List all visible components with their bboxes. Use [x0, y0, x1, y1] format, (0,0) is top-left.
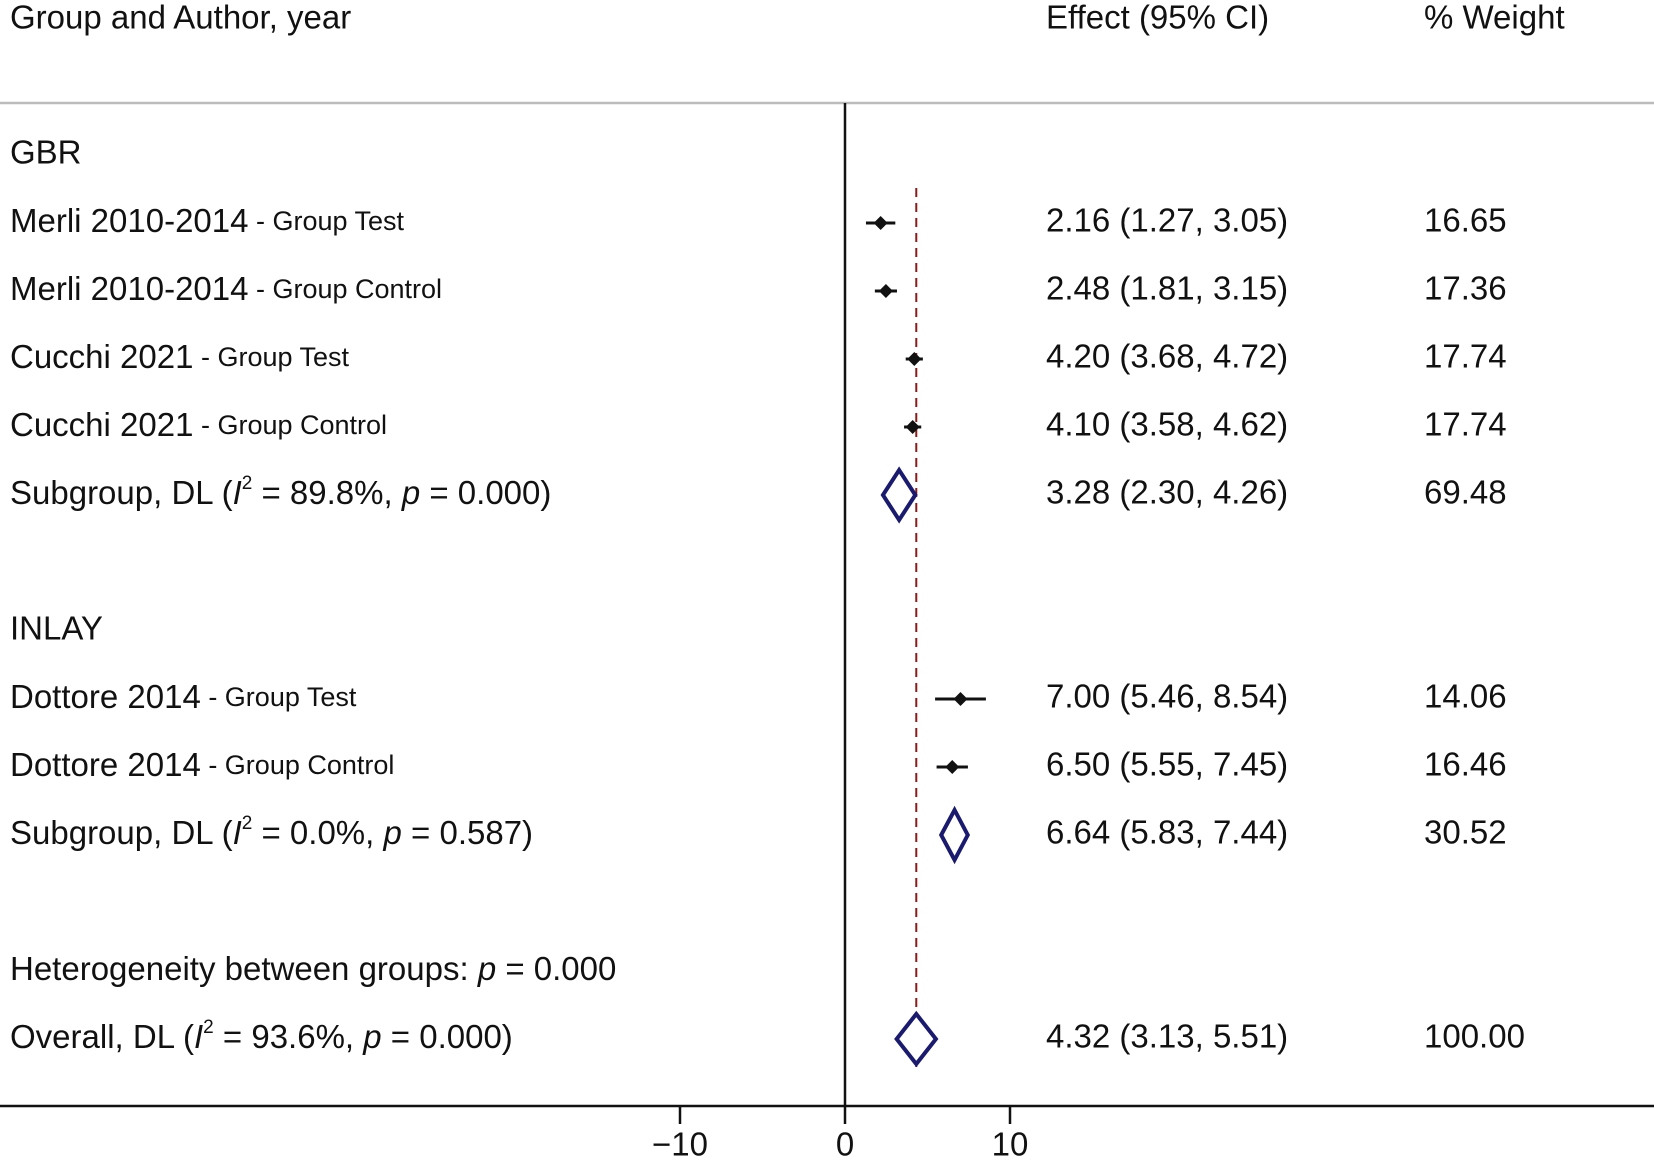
- row-10-subgroup-label-suffix: = 0.587): [402, 814, 533, 851]
- row-4-study-name: Cucchi 2021: [10, 406, 193, 443]
- row-3-study-name: Cucchi 2021: [10, 338, 193, 375]
- row-5-subgroup-diamond: [880, 466, 918, 524]
- row-13-overall-label-suffix: = 0.000): [382, 1018, 513, 1055]
- row-5-subgroup-label-suffix: = 0.000): [420, 474, 551, 511]
- row-2-weight: 17.36: [1424, 270, 1507, 307]
- row-13-overall-label-i-sup: 2: [203, 1017, 214, 1038]
- row-13-ci-text: 4.32 (3.13, 5.51): [1046, 1018, 1288, 1055]
- row-8-weight: 14.06: [1424, 678, 1507, 715]
- row-4-study-label: Cucchi 2021 - Group Control: [10, 406, 387, 443]
- row-9-ci-text: 6.50 (5.55, 7.45): [1046, 746, 1288, 783]
- row-2-study-label: Merli 2010-2014 - Group Control: [10, 270, 442, 307]
- row-8-ci-text: 7.00 (5.46, 8.54): [1046, 678, 1288, 715]
- row-12-heterogeneity-label-prefix: Heterogeneity between groups:: [10, 950, 478, 987]
- row-8-study-group: - Group Test: [201, 682, 357, 712]
- row-1-study-name: Merli 2010-2014: [10, 202, 248, 239]
- row-5-subgroup-label-i-sup: 2: [242, 473, 253, 494]
- row-12-heterogeneity-label: Heterogeneity between groups: p = 0.000: [10, 950, 616, 987]
- row-5-subgroup-label-mid: = 89.8%,: [252, 474, 402, 511]
- row-0-group-label: GBR: [10, 134, 82, 171]
- row-4-ci-text: 4.10 (3.58, 4.62): [1046, 406, 1288, 443]
- row-2-study-name: Merli 2010-2014: [10, 270, 248, 307]
- row-10-subgroup-diamond: [938, 805, 971, 865]
- row-5-subgroup-label: Subgroup, DL (I2 = 89.8%, p = 0.000): [10, 473, 551, 511]
- row-10-weight: 30.52: [1424, 814, 1507, 851]
- row-4-weight: 17.74: [1424, 406, 1507, 443]
- row-3-study-group: - Group Test: [193, 342, 349, 372]
- row-1-weight: 16.65: [1424, 202, 1507, 239]
- row-5-ci-text: 3.28 (2.30, 4.26): [1046, 474, 1288, 511]
- row-1-study-group: - Group Test: [248, 206, 404, 236]
- row-1-ci-text: 2.16 (1.27, 3.05): [1046, 202, 1288, 239]
- row-9-study-label: Dottore 2014 - Group Control: [10, 746, 394, 783]
- row-13-overall-label: Overall, DL (I2 = 93.6%, p = 0.000): [10, 1017, 513, 1055]
- header-weight: % Weight: [1424, 0, 1565, 36]
- row-9-point-estimate: [945, 760, 960, 774]
- row-3-ci-text: 4.20 (3.68, 4.72): [1046, 338, 1288, 375]
- row-5-subgroup-label-p-letter: p: [401, 474, 420, 511]
- header-effect: Effect (95% CI): [1046, 0, 1269, 36]
- row-5-weight: 69.48: [1424, 474, 1507, 511]
- row-10-subgroup-label-i-letter: I: [233, 814, 242, 851]
- row-8-study-label: Dottore 2014 - Group Test: [10, 678, 357, 715]
- row-12-heterogeneity-label-suffix: = 0.000: [496, 950, 616, 987]
- row-3-study-label: Cucchi 2021 - Group Test: [10, 338, 350, 375]
- row-9-study-name: Dottore 2014: [10, 746, 201, 783]
- row-10-ci-text: 6.64 (5.83, 7.44): [1046, 814, 1288, 851]
- row-8-study-name: Dottore 2014: [10, 678, 201, 715]
- row-12-heterogeneity-label-p-letter: p: [477, 950, 496, 987]
- row-5-subgroup-label-i-letter: I: [233, 474, 242, 511]
- x-tick-label-1: 0: [836, 1126, 854, 1163]
- row-13-overall-diamond: [894, 1010, 939, 1068]
- row-10-subgroup-label-prefix: Subgroup, DL (: [10, 814, 233, 851]
- row-4-point-estimate: [905, 420, 920, 434]
- row-1-point-estimate: [873, 216, 888, 230]
- row-13-weight: 100.00: [1424, 1018, 1525, 1055]
- row-13-overall-label-p-letter: p: [362, 1018, 381, 1055]
- row-2-ci-text: 2.48 (1.81, 3.15): [1046, 270, 1288, 307]
- row-1-study-label: Merli 2010-2014 - Group Test: [10, 202, 405, 239]
- row-5-subgroup-label-prefix: Subgroup, DL (: [10, 474, 233, 511]
- row-3-point-estimate: [907, 352, 922, 366]
- row-2-point-estimate: [878, 284, 893, 298]
- x-tick-label-0: −10: [652, 1126, 708, 1163]
- row-3-weight: 17.74: [1424, 338, 1507, 375]
- header-study: Group and Author, year: [10, 0, 351, 36]
- row-13-overall-label-i-letter: I: [194, 1018, 203, 1055]
- row-10-subgroup-label-mid: = 0.0%,: [252, 814, 383, 851]
- row-2-study-group: - Group Control: [248, 274, 442, 304]
- row-10-subgroup-label-i-sup: 2: [242, 813, 253, 834]
- row-10-subgroup-label-p-letter: p: [383, 814, 402, 851]
- row-7-group-label: INLAY: [10, 610, 103, 647]
- x-tick-label-2: 10: [992, 1126, 1029, 1163]
- row-10-subgroup-label: Subgroup, DL (I2 = 0.0%, p = 0.587): [10, 813, 533, 851]
- row-13-overall-label-prefix: Overall, DL (: [10, 1018, 194, 1055]
- row-8-point-estimate: [953, 692, 968, 706]
- row-9-weight: 16.46: [1424, 746, 1507, 783]
- row-4-study-group: - Group Control: [193, 410, 387, 440]
- row-9-study-group: - Group Control: [201, 750, 395, 780]
- row-13-overall-label-mid: = 93.6%,: [214, 1018, 364, 1055]
